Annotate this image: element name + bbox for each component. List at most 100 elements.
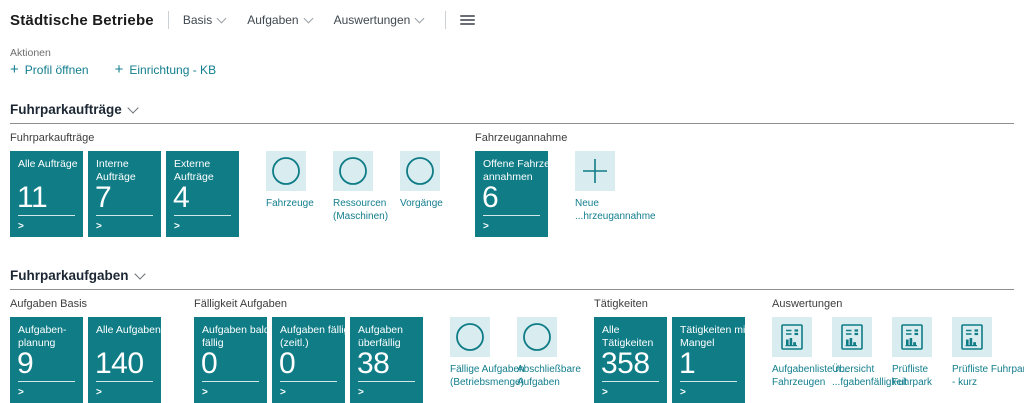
- tile-offene-fahrzeugannahmen[interactable]: Offene Fahrze... annahmen 6 >: [475, 151, 559, 237]
- tile-alle-auftraege[interactable]: Alle Aufträge 11 >: [10, 151, 83, 237]
- tile-title: Aufgaben- planung: [18, 324, 67, 349]
- tile-alle-taetigkeiten[interactable]: Alle Tätigkeiten 358 >: [594, 317, 667, 403]
- chevron-down-icon: [216, 13, 227, 23]
- group-auswertungen: Auswertungen: [772, 298, 1024, 403]
- circle-icon: [333, 151, 373, 191]
- menu-basis[interactable]: Basis: [182, 13, 227, 27]
- chevron-right-icon: >: [358, 387, 364, 398]
- cue-label: Vorgänge: [400, 198, 443, 209]
- chevron-right-icon: >: [18, 221, 24, 232]
- tile-alle-aufgaben[interactable]: Alle Aufgaben 140 >: [88, 317, 161, 403]
- tile-title: Interne Aufträge: [96, 158, 136, 183]
- divider: [10, 289, 1014, 290]
- divider: [10, 123, 1014, 124]
- tile-aufgaben-faellig-zeitl[interactable]: Aufgaben fällig (zeitl.) 0 >: [272, 317, 350, 403]
- cue-neue-fahrzeugannahme[interactable]: Neue ...hrzeugannahme: [575, 151, 665, 223]
- chevron-down-icon: [133, 267, 146, 280]
- cue-label: Ressourcen (Maschinen): [333, 198, 389, 222]
- cue-ressourcen-maschinen[interactable]: Ressourcen (Maschinen): [333, 151, 395, 223]
- chevron-right-icon: >: [680, 387, 686, 398]
- tile-title: Aufgaben bald fällig: [202, 324, 270, 349]
- group-fahrzeugannahme: Fahrzeugannahme Offene Fahrze... annahme…: [475, 132, 670, 237]
- menu-auswertungen[interactable]: Auswertungen: [333, 13, 425, 27]
- tile-value: 0: [279, 347, 296, 380]
- plus-icon: +: [114, 61, 124, 78]
- tile-value: 6: [482, 181, 499, 214]
- section-header-fuhrparkauftraege[interactable]: Fuhrparkaufträge: [10, 101, 139, 117]
- group-caption: Auswertungen: [772, 298, 843, 310]
- divider: [18, 381, 75, 382]
- cue-label: Neue ...hrzeugannahme: [575, 198, 656, 222]
- tile-taetigkeiten-mit-mangel[interactable]: Tätigkeiten mit Mangel 1 >: [672, 317, 749, 403]
- chevron-right-icon: >: [174, 221, 180, 232]
- group-caption: Fälligkeit Aufgaben: [194, 298, 287, 310]
- tile-value: 11: [17, 181, 48, 214]
- group-caption: Fahrzeugannahme: [475, 132, 568, 144]
- tile-title: Aufgaben fällig (zeitl.): [280, 324, 350, 349]
- section-header-fuhrparkaufgaben[interactable]: Fuhrparkaufgaben: [10, 267, 146, 283]
- plus-icon: [575, 151, 615, 191]
- report-pruefliste-fuhrpark-kurz[interactable]: Prüfliste Fuhrpark - kurz: [952, 317, 1024, 389]
- tile-title: Offene Fahrze... annahmen: [483, 158, 559, 183]
- tile-title: Alle Tätigkeiten: [602, 324, 654, 349]
- tile-externe-auftraege[interactable]: Externe Aufträge 4 >: [166, 151, 239, 237]
- circle-icon: [450, 317, 490, 357]
- menu-basis-label: Basis: [182, 13, 213, 27]
- chevron-right-icon: >: [96, 221, 102, 232]
- tile-value: 9: [17, 347, 34, 380]
- action-label: Profil öffnen: [24, 63, 89, 77]
- divider: [18, 215, 75, 216]
- group-fuhrparkauftraege: Fuhrparkaufträge Alle Aufträge 11 > Inte…: [10, 132, 467, 237]
- chevron-down-icon: [414, 13, 425, 23]
- chevron-right-icon: >: [602, 387, 608, 398]
- tile-title: Externe Aufträge: [174, 158, 214, 183]
- tile-aufgaben-ueberfaellig[interactable]: Aufgaben überfällig 38 >: [350, 317, 423, 403]
- divider: [174, 215, 231, 216]
- report-icon: [772, 317, 812, 357]
- section-fuhrparkaufgaben: Fuhrparkaufgaben Aufgaben Basis Aufgaben…: [10, 267, 1024, 403]
- divider: [202, 381, 259, 382]
- menu-auswertungen-label: Auswertungen: [333, 13, 411, 27]
- tile-title: Tätigkeiten mit Mangel: [680, 324, 749, 349]
- chevron-right-icon: >: [280, 387, 286, 398]
- tile-value: 38: [357, 347, 390, 380]
- chevron-right-icon: >: [18, 387, 24, 398]
- tile-value: 0: [201, 347, 218, 380]
- group-caption: Aufgaben Basis: [10, 298, 88, 310]
- cue-faellige-aufgaben-betriebsmenge[interactable]: Fällige Aufgaben (Betriebsmenge): [450, 317, 525, 389]
- report-pruefliste-fuhrpark[interactable]: Prüfliste Fuhrpark: [892, 317, 948, 389]
- divider: [167, 11, 169, 29]
- chevron-down-icon: [127, 101, 139, 114]
- cue-fahrzeuge[interactable]: Fahrzeuge: [266, 151, 328, 223]
- divider: [96, 215, 153, 216]
- tile-aufgaben-bald-faellig[interactable]: Aufgaben bald fällig 0 >: [194, 317, 270, 403]
- hamburger-menu-icon[interactable]: [460, 13, 476, 27]
- tile-interne-auftraege[interactable]: Interne Aufträge 7 >: [88, 151, 161, 237]
- report-uebersicht-aufgabenfaelligkeit[interactable]: Übersicht ...fgabenfälligkeit: [832, 317, 907, 389]
- menu-aufgaben[interactable]: Aufgaben: [247, 13, 314, 27]
- action-profil-oeffnen[interactable]: + Profil öffnen: [10, 62, 89, 77]
- divider: [96, 381, 153, 382]
- circle-icon: [266, 151, 306, 191]
- tile-title: Aufgaben überfällig: [358, 324, 403, 349]
- chevron-right-icon: >: [96, 387, 102, 398]
- cue-vorgaenge[interactable]: Vorgänge: [400, 151, 462, 223]
- group-caption: Fuhrparkaufträge: [10, 132, 95, 144]
- divider: [483, 215, 540, 216]
- cue-abschliessbare-aufgaben[interactable]: Abschließbare Aufgaben: [517, 317, 581, 389]
- divider: [280, 381, 337, 382]
- tile-title: Alle Aufgaben: [96, 324, 161, 336]
- action-einrichtung-kb[interactable]: + Einrichtung - KB: [114, 61, 216, 78]
- report-aufgabenliste-nach-fahrzeugen[interactable]: Aufgabenliste n... Fahrzeugen: [772, 317, 849, 389]
- group-taetigkeiten: Tätigkeiten Alle Tätigkeiten 358 > Tätig…: [594, 298, 750, 403]
- report-icon: [952, 317, 992, 357]
- section-title: Fuhrparkaufgaben: [10, 268, 129, 283]
- cue-label: Prüfliste Fuhrpark: [892, 364, 933, 388]
- cue-label: Prüfliste Fuhrpark - kurz: [952, 364, 1024, 388]
- tile-value: 1: [679, 347, 696, 380]
- section-title: Fuhrparkaufträge: [10, 102, 122, 117]
- group-faelligkeit-aufgaben: Fälligkeit Aufgaben Aufgaben bald fällig…: [194, 298, 584, 403]
- tile-aufgabenplanung[interactable]: Aufgaben- planung 9 >: [10, 317, 83, 403]
- group-aufgaben-basis: Aufgaben Basis Aufgaben- planung 9 > All…: [10, 298, 166, 403]
